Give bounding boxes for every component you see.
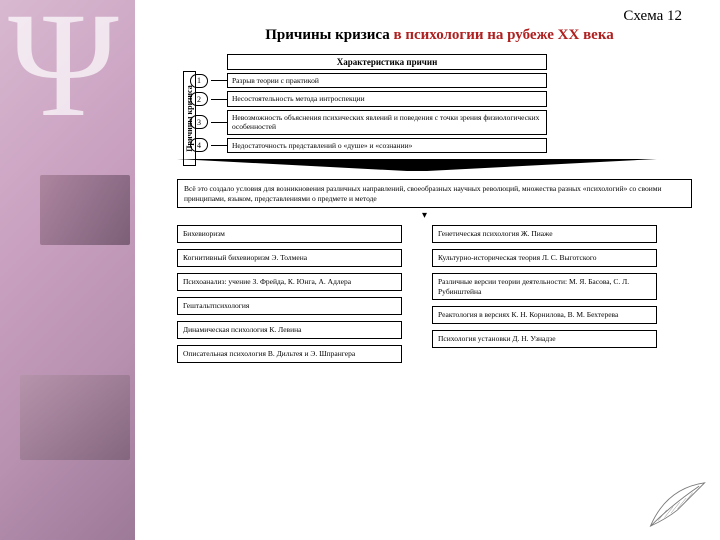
connector-line <box>211 122 227 123</box>
cause-row: 3 Невозможность объяснения психических я… <box>187 110 702 135</box>
school-box: Психоанализ: учение З. Фрейда, К. Юнга, … <box>177 273 402 291</box>
schools-grid: Бихевиоризм Когнитивный бихевиоризм Э. Т… <box>177 225 702 363</box>
sidebar-background: Ψ <box>0 0 135 540</box>
cause-text: Разрыв теории с практикой <box>227 73 547 88</box>
connector-line <box>211 80 227 81</box>
connector-line <box>211 99 227 100</box>
schools-column-left: Бихевиоризм Когнитивный бихевиоризм Э. Т… <box>177 225 402 363</box>
school-box: Психология установки Д. Н. Узнадзе <box>432 330 657 348</box>
school-box: Реактология в версиях К. Н. Корнилова, В… <box>432 306 657 324</box>
down-arrow-icon: ▾ <box>147 210 702 221</box>
characteristics-header: Характеристика причин <box>227 54 547 70</box>
sidebar-photo-1 <box>40 175 130 245</box>
cause-text: Несостоятельность метода интроспекции <box>227 91 547 106</box>
school-box: Культурно-историческая теория Л. С. Выго… <box>432 249 657 267</box>
page-title: Причины кризиса в психологии на рубеже X… <box>177 27 702 44</box>
school-box: Бихевиоризм <box>177 225 402 243</box>
title-part-b: в психологии на рубеже XX века <box>393 27 613 43</box>
vertical-label: Причины кризиса <box>183 71 196 166</box>
school-box: Гештальтпсихология <box>177 297 402 315</box>
schools-column-right: Генетическая психология Ж. Пиаже Культур… <box>432 225 657 363</box>
cause-text: Невозможность объяснения психических явл… <box>227 110 547 135</box>
connector-line <box>211 145 227 146</box>
school-box: Когнитивный бихевиоризм Э. Толмена <box>177 249 402 267</box>
cause-row: 4 Недостаточность представлений о «душе»… <box>187 138 702 153</box>
title-part-a: Причины кризиса <box>265 27 390 43</box>
middle-summary-box: Всё это создало условия для возникновени… <box>177 179 692 209</box>
sidebar-photo-2 <box>20 375 130 460</box>
causes-section: Причины кризиса Характеристика причин 1 … <box>187 54 702 153</box>
scheme-number: Схема 12 <box>147 8 682 25</box>
school-box: Динамическая психология К. Левина <box>177 321 402 339</box>
cause-row: 2 Несостоятельность метода интроспекции <box>187 91 702 106</box>
school-box: Различные версии теории деятельности: М.… <box>432 273 657 300</box>
cause-row: 1 Разрыв теории с практикой <box>187 73 702 88</box>
converging-arrow <box>177 159 657 173</box>
school-box: Генетическая психология Ж. Пиаже <box>432 225 657 243</box>
psi-symbol: Ψ <box>8 0 119 140</box>
main-content: Схема 12 Причины кризиса в психологии на… <box>135 0 720 540</box>
school-box: Описательная психология В. Дильтея и Э. … <box>177 345 402 363</box>
cause-text: Недостаточность представлений о «душе» и… <box>227 138 547 153</box>
